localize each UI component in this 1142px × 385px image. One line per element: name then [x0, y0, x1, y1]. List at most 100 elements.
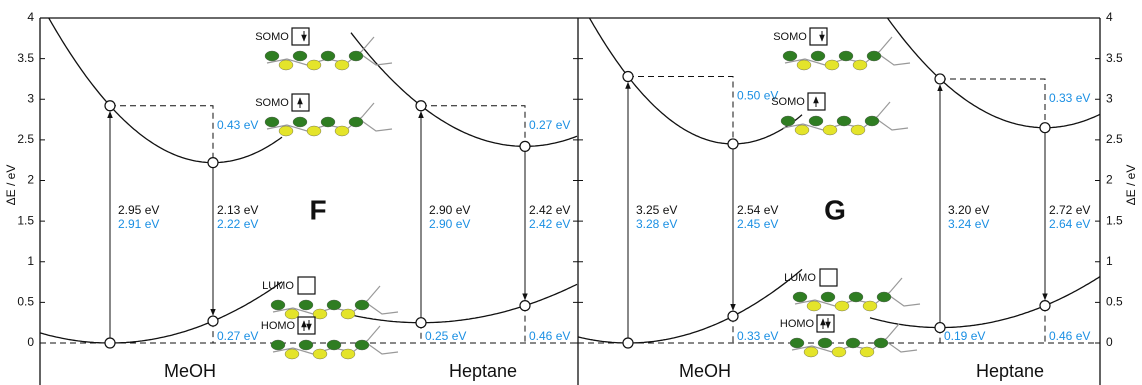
solvent-label: Heptane — [976, 361, 1044, 381]
orbital-lobe — [851, 125, 865, 135]
orbital-lobe — [877, 292, 891, 302]
y-tick-label: 2.5 — [1106, 132, 1123, 146]
orbital-lobe — [846, 338, 860, 348]
emission-energy: 2.22 eV — [217, 217, 258, 231]
orbital-lobe — [835, 301, 849, 311]
state-point — [935, 74, 945, 84]
figure: ΔE / eV ΔE / eV 000.50.5111.51.5222.52.5… — [0, 0, 1142, 385]
reorganization-energy: 0.33 eV — [1049, 91, 1090, 105]
reorganization-energy: 0.27 eV — [217, 329, 258, 343]
spin-box — [292, 28, 309, 45]
state-point — [520, 141, 530, 151]
orbital-lobe — [341, 349, 355, 359]
absorption-energy: 2.90 eV — [429, 217, 470, 231]
y-tick-label: 3.5 — [1106, 51, 1123, 65]
state-point — [208, 158, 218, 168]
orbital-lobe — [313, 349, 327, 359]
orbital-lobe — [321, 117, 335, 127]
orbital-lobe — [849, 292, 863, 302]
guide-line — [421, 106, 525, 147]
panel-label: F — [309, 194, 326, 225]
spin-box — [810, 28, 827, 45]
absorption-energy: 3.25 eV — [636, 203, 677, 217]
absorption-energy: 3.24 eV — [948, 217, 989, 231]
orbital-label: SOMO — [255, 31, 289, 43]
reorganization-energy: 0.46 eV — [1049, 329, 1090, 343]
reorganization-energy: 0.19 eV — [944, 329, 985, 343]
solvent-label: Heptane — [449, 361, 517, 381]
y-tick-label: 4 — [1106, 10, 1113, 24]
panel-label: G — [824, 194, 846, 225]
orbital-lobe — [307, 126, 321, 136]
orbital-lobe — [271, 340, 285, 350]
absorption-energy: 2.95 eV — [118, 203, 159, 217]
orbital-lobe — [299, 300, 313, 310]
orbital-lobe — [863, 301, 877, 311]
orbital-lobe — [781, 116, 795, 126]
orbital-lobe — [795, 125, 809, 135]
orbital-lobe — [865, 116, 879, 126]
orbital-label: SOMO — [771, 96, 805, 108]
orbital-lobe — [811, 51, 825, 61]
state-point — [105, 338, 115, 348]
state-point — [623, 338, 633, 348]
state-point — [416, 318, 426, 328]
orbital-lobe — [265, 51, 279, 61]
guide-line — [940, 79, 1045, 128]
emission-energy: 2.54 eV — [737, 203, 778, 217]
y-tick-label: 0.5 — [17, 295, 34, 309]
orbital-lobe — [804, 347, 818, 357]
state-point — [728, 139, 738, 149]
emission-energy: 2.42 eV — [529, 203, 570, 217]
orbital-lobe — [793, 292, 807, 302]
guide-line — [628, 77, 733, 144]
orbital-lobe — [279, 126, 293, 136]
reorganization-energy: 0.27 eV — [529, 118, 570, 132]
spin-box — [817, 315, 834, 332]
spin-box — [298, 277, 315, 294]
state-point — [208, 316, 218, 326]
orbital-lobe — [355, 300, 369, 310]
state-point — [520, 301, 530, 311]
orbital-lobe — [327, 300, 341, 310]
orbital-lobe — [299, 340, 313, 350]
orbital-lobe — [874, 338, 888, 348]
orbital-lobe — [321, 51, 335, 61]
potential-curve — [351, 284, 577, 322]
y-axis-label: ΔE / eV — [4, 165, 18, 206]
orbital-label: HOMO — [780, 318, 815, 330]
state-point — [1040, 123, 1050, 133]
orbital-lobe — [341, 309, 355, 319]
y-tick-label: 3 — [27, 91, 34, 105]
page: ΔE / eV ΔE / eV 000.50.5111.51.5222.52.5… — [0, 0, 1142, 385]
orbital-lobe — [860, 347, 874, 357]
emission-energy: 2.72 eV — [1049, 203, 1090, 217]
state-point — [1040, 301, 1050, 311]
orbital-lobe — [335, 60, 349, 70]
solvent-label: MeOH — [164, 361, 216, 381]
reorganization-energy: 0.25 eV — [425, 329, 466, 343]
panel-curves — [578, 0, 1100, 343]
y-tick-label: 1.5 — [1106, 213, 1123, 227]
y-tick-label: 0 — [27, 335, 34, 349]
orbital-lobe — [293, 117, 307, 127]
y-tick-label: 2 — [1106, 173, 1113, 187]
state-point — [105, 101, 115, 111]
potential-curve — [870, 277, 1100, 328]
orbital-lobe — [307, 60, 321, 70]
orbital-lobe — [285, 349, 299, 359]
orbital-lobe — [821, 292, 835, 302]
orbital-lobe — [293, 51, 307, 61]
y-tick-label: 2.5 — [17, 132, 34, 146]
reorganization-energy: 0.43 eV — [217, 118, 258, 132]
y-tick-label: 3 — [1106, 91, 1113, 105]
absorption-energy: 2.91 eV — [118, 217, 159, 231]
orbital-lobe — [285, 309, 299, 319]
absorption-energy: 3.28 eV — [636, 217, 677, 231]
state-point — [416, 101, 426, 111]
orbital-label: SOMO — [255, 97, 289, 109]
orbital-lobe — [867, 51, 881, 61]
orbital-label: HOMO — [261, 320, 296, 332]
potential-curve — [40, 2, 282, 162]
orbital-label: LUMO — [262, 280, 294, 292]
